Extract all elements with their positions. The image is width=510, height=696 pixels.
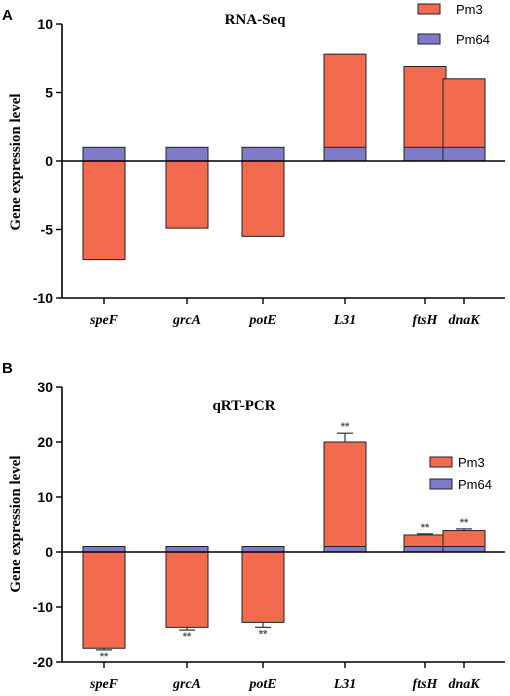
bar-pm3-potE <box>241 160 285 237</box>
x-tick-label-potE: potE <box>248 677 276 692</box>
significance-grcA: ** <box>183 631 192 643</box>
y-tick-label: 20 <box>37 434 53 450</box>
legend-swatch-Pm3 <box>417 3 441 15</box>
significance-speF: ** <box>100 651 109 663</box>
legend-label-Pm64: Pm64 <box>456 32 490 47</box>
bar-pm64-L31 <box>323 146 367 162</box>
legend-label-Pm3: Pm3 <box>458 455 485 470</box>
bar-pm3-grcA <box>165 551 209 628</box>
bar-pm3-speF <box>82 160 126 261</box>
x-tick-label-grcA: grcA <box>172 313 201 328</box>
y-tick-label: 10 <box>37 16 53 32</box>
bar-pm3-speF <box>82 551 126 649</box>
significance-potE: ** <box>259 628 268 640</box>
x-tick-label-speF: speF <box>89 677 119 692</box>
significance-dnaK: ** <box>460 517 469 529</box>
legend-b: Pm3 Pm64 <box>429 455 492 492</box>
legend-swatch-Pm64 <box>417 33 441 45</box>
y-tick-label: 5 <box>45 85 53 101</box>
y-tick-label: 30 <box>37 379 53 395</box>
legend-swatch-Pm3 <box>429 456 453 468</box>
x-tick-label-L31: L31 <box>333 677 357 692</box>
bars-a <box>82 53 486 261</box>
bar-pm64-grcA <box>165 146 209 162</box>
bar-pm64-dnaK <box>442 546 486 553</box>
chart-title-b: qRT-PCR <box>212 398 275 414</box>
panel-letter-a: A <box>2 7 13 24</box>
bar-pm3-L31 <box>323 441 367 553</box>
bar-pm3-potE <box>241 551 285 623</box>
legend-label-Pm64: Pm64 <box>458 477 492 492</box>
y-tick-label: 10 <box>37 489 53 505</box>
x-tick-label-speF: speF <box>89 313 119 328</box>
x-tick-label-grcA: grcA <box>172 677 201 692</box>
significance-ftsH: ** <box>421 522 430 534</box>
chart-panel-a: A RNA-Seq Gene expression level -10 -5 0 5 1… <box>2 2 505 328</box>
bar-pm64-grcA <box>165 546 209 553</box>
chart-panel-b: B qRT-PCR Gene expression level **** ****… <box>2 360 505 692</box>
bar-pm64-speF <box>82 546 126 553</box>
bar-pm3-L31 <box>323 53 367 162</box>
bar-pm64-ftsH <box>403 546 447 553</box>
chart-title-a: RNA-Seq <box>225 12 286 28</box>
y-tick-label: 0 <box>45 544 53 560</box>
legend-swatch-Pm64 <box>429 478 453 490</box>
y-axis-label-a: Gene expression level <box>8 93 24 230</box>
axes-a: -10 -5 0 5 10 speF grcA potE L31 ftsH dnaK <box>33 16 505 328</box>
y-tick-label: -10 <box>33 290 53 306</box>
x-tick-label-ftsH: ftsH <box>413 677 439 692</box>
y-tick-label: -5 <box>41 222 54 238</box>
y-tick-label: -20 <box>33 654 53 670</box>
x-tick-label-ftsH: ftsH <box>413 313 439 328</box>
bar-pm3-grcA <box>165 160 209 229</box>
bar-pm64-speF <box>82 146 126 162</box>
x-tick-label-potE: potE <box>248 313 276 328</box>
bar-pm64-potE <box>241 146 285 162</box>
x-tick-label-dnaK: dnaK <box>448 313 481 328</box>
legend-a: Pm3 Pm64 <box>417 2 490 47</box>
y-axis-label-b: Gene expression level <box>8 455 24 592</box>
legend-label-Pm3: Pm3 <box>456 2 483 17</box>
bar-pm64-dnaK <box>442 146 486 162</box>
bar-pm64-potE <box>241 546 285 553</box>
x-tick-label-dnaK: dnaK <box>448 677 481 692</box>
y-tick-label: -10 <box>33 599 53 615</box>
panel-letter-b: B <box>2 360 13 377</box>
x-tick-label-L31: L31 <box>333 313 357 328</box>
bar-pm3-ftsH <box>403 65 447 162</box>
bar-pm64-ftsH <box>403 146 447 162</box>
axes-b: -20 -10 0 10 20 30 speF grcA potE L31 ftsH dnaK <box>33 379 505 692</box>
bars-b: ** ** ** ** ** ** <box>82 421 486 663</box>
bar-pm64-L31 <box>323 546 367 553</box>
y-tick-label: 0 <box>45 153 53 169</box>
significance-L31: ** <box>341 421 350 433</box>
